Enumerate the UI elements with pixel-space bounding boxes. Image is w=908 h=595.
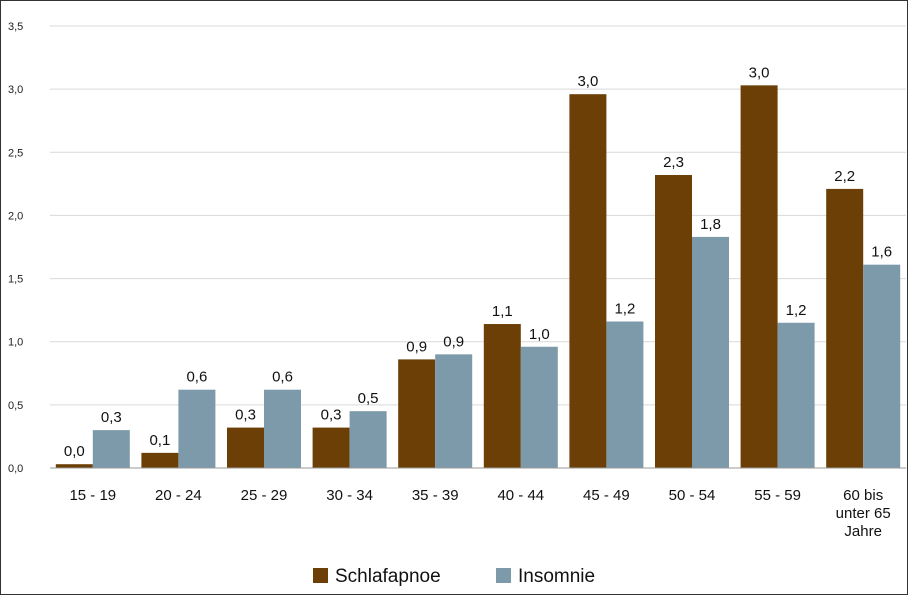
data-label: 0,6 xyxy=(186,369,207,386)
bar-insomnie xyxy=(520,346,558,468)
x-tick-label: 40 - 44 xyxy=(497,487,544,504)
x-tick-label: 30 - 34 xyxy=(326,487,373,504)
y-tick-label: 2,0 xyxy=(8,210,23,222)
bar-schlafapnoe xyxy=(740,85,778,469)
bar-schlafapnoe xyxy=(312,427,350,468)
bar-schlafapnoe xyxy=(826,188,864,468)
data-label: 0,9 xyxy=(443,333,464,350)
x-tick-label: 15 - 19 xyxy=(69,487,116,504)
x-axis-ticks: 15 - 19 20 - 24 25 - 29 30 - 34 35 - 39 40 - … xyxy=(69,487,890,540)
data-label: 0,6 xyxy=(272,369,293,386)
data-label: 1,8 xyxy=(700,216,721,233)
bar-schlafapnoe xyxy=(655,175,692,468)
bar-schlafapnoe xyxy=(55,464,93,468)
data-label: 0,1 xyxy=(149,432,170,449)
data-label: 0,3 xyxy=(321,407,342,424)
y-tick-label: 3,0 xyxy=(8,84,23,96)
bar-insomnie xyxy=(349,411,387,468)
bar-insomnie xyxy=(92,430,130,468)
data-labels: 0,0 0,3 0,1 0,6 0,3 0,6 0,3 0,5 0,9 0,9 1,1 1,0 3,0 1… xyxy=(64,64,892,460)
y-axis-ticks: 0,0 0,5 1,0 1,5 2,0 2,5 3,0 3,5 xyxy=(8,21,23,475)
x-tick-label: 45 - 49 xyxy=(583,487,630,504)
y-tick-label: 2,5 xyxy=(8,147,23,159)
data-label: 1,2 xyxy=(614,301,635,318)
legend-label: Insomnie xyxy=(518,566,595,587)
bar-insomnie xyxy=(435,354,473,468)
data-label: 3,0 xyxy=(577,73,598,90)
bars xyxy=(55,85,901,469)
legend-swatch-schlafapnoe xyxy=(313,568,328,583)
data-label: 2,3 xyxy=(663,154,684,171)
data-label: 0,0 xyxy=(64,443,85,460)
bar-insomnie xyxy=(178,389,216,468)
data-label: 1,0 xyxy=(529,326,550,343)
data-label: 3,0 xyxy=(749,64,770,81)
data-label: 1,6 xyxy=(871,244,892,261)
legend: Schlafapnoe Insomnie xyxy=(313,566,595,587)
bar-schlafapnoe xyxy=(141,452,179,468)
bar-schlafapnoe xyxy=(569,94,607,469)
bar-insomnie xyxy=(692,236,729,468)
data-label: 0,5 xyxy=(358,390,379,407)
bar-schlafapnoe xyxy=(398,359,436,468)
bar-insomnie xyxy=(777,322,815,468)
data-label: 0,3 xyxy=(101,409,122,426)
data-label: 1,2 xyxy=(786,302,807,319)
data-label: 1,1 xyxy=(492,303,513,320)
x-tick-label: 50 - 54 xyxy=(669,487,716,504)
data-label: 0,3 xyxy=(235,407,256,424)
data-label: 0,9 xyxy=(406,338,427,355)
x-tick-label: 60 bis unter 65 Jahre xyxy=(836,487,891,540)
y-tick-label: 3,5 xyxy=(8,21,23,33)
legend-swatch-insomnie xyxy=(496,568,511,583)
legend-label: Schlafapnoe xyxy=(335,566,441,587)
y-tick-label: 0,5 xyxy=(8,400,23,412)
bar-insomnie xyxy=(606,321,644,468)
x-tick-label: 25 - 29 xyxy=(241,487,288,504)
x-tick-label: 55 - 59 xyxy=(754,487,801,504)
x-tick-label: 20 - 24 xyxy=(155,487,202,504)
y-tick-label: 1,0 xyxy=(8,337,23,349)
bar-insomnie xyxy=(264,389,301,468)
bar-schlafapnoe xyxy=(227,427,264,468)
y-tick-label: 0,0 xyxy=(8,463,23,475)
data-label: 2,2 xyxy=(834,168,855,185)
bar-insomnie xyxy=(863,264,901,468)
y-tick-label: 1,5 xyxy=(8,274,23,286)
x-tick-label: 35 - 39 xyxy=(412,487,459,504)
bar-schlafapnoe xyxy=(483,324,521,468)
